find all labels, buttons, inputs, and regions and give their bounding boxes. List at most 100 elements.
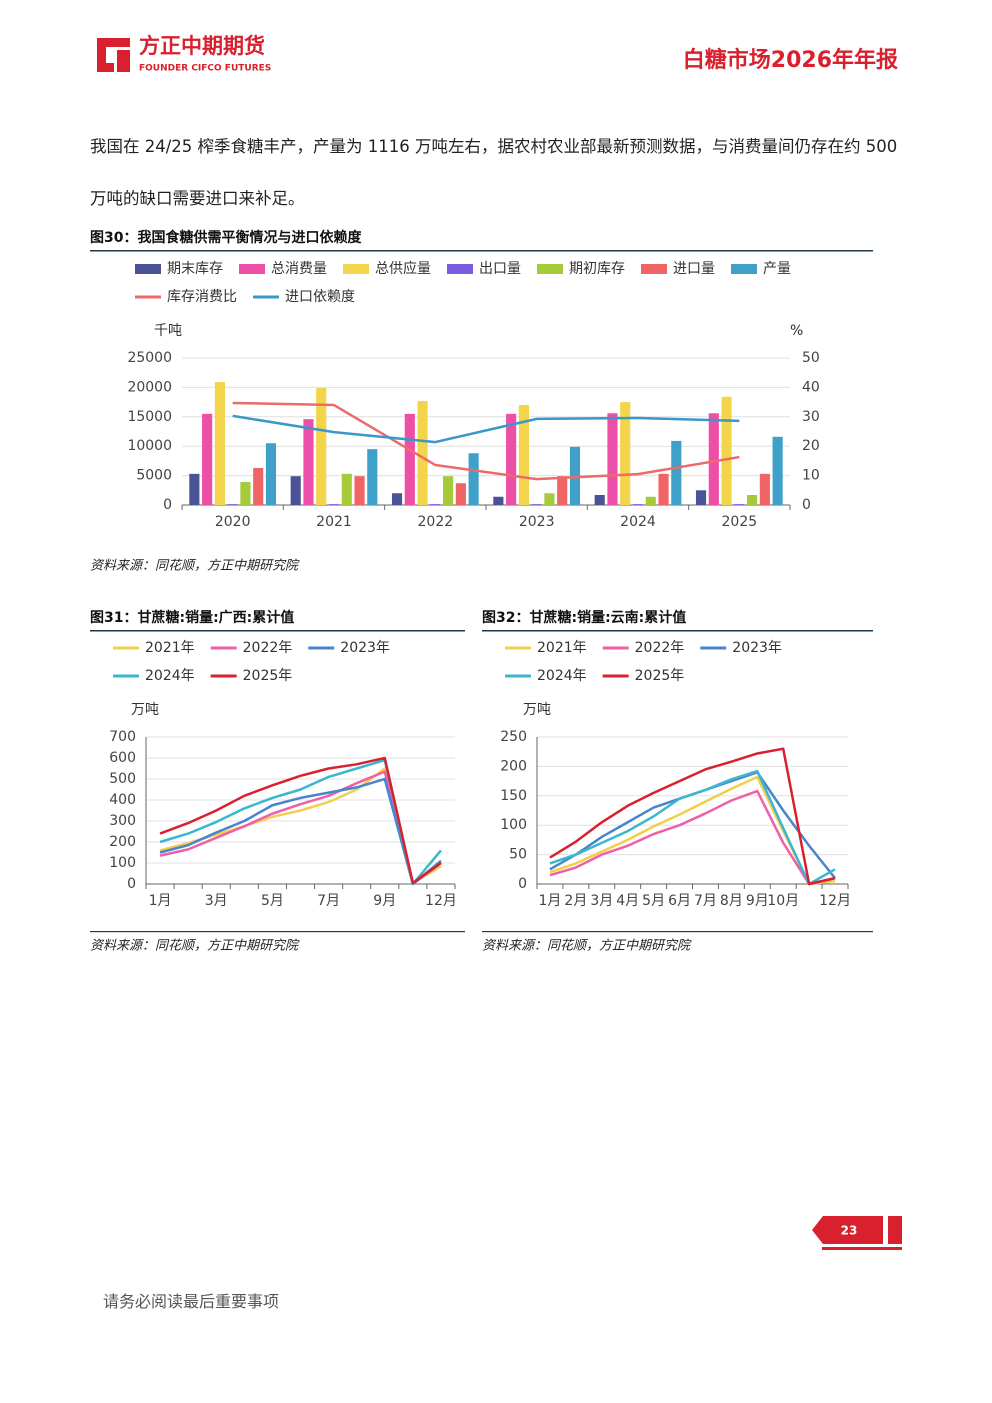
bar (265, 443, 277, 505)
paragraph: 我国在 24/25 榨季食糖丰产，产量为 1116 万吨左右，据农村农业部最新预… (90, 137, 898, 208)
y2-tick-label: 50 (802, 350, 820, 366)
y-tick-label: 20000 (127, 379, 172, 395)
legend-swatch (731, 264, 757, 274)
bar (253, 467, 264, 505)
legend-label: 期末库存 (167, 261, 223, 277)
bar (721, 396, 732, 505)
bar (430, 504, 441, 505)
x-tick-label: 1月 (149, 893, 172, 909)
bar (189, 473, 200, 505)
bar (227, 504, 238, 505)
y-tick-label: 10000 (127, 438, 172, 454)
y2-tick-label: 20 (802, 438, 820, 454)
bar (367, 449, 378, 505)
legend-label: 2023年 (340, 640, 390, 656)
legend-label: 总供应量 (375, 260, 431, 277)
y-tick-label: 300 (109, 813, 136, 829)
y-tick-label: 100 (109, 855, 136, 871)
y-tick-label: 150 (500, 788, 527, 804)
series-line (549, 789, 836, 886)
y-tick-label: 200 (500, 758, 527, 774)
x-tick-label: 9月 (373, 893, 396, 909)
legend-label: 2024年 (537, 668, 587, 684)
bar (455, 483, 466, 505)
y-tick-label: 600 (109, 750, 136, 766)
y-tick-label: 50 (509, 847, 527, 863)
series-line (159, 777, 442, 886)
bar (518, 405, 529, 505)
y-tick-label: 0 (163, 497, 172, 513)
y2-tick-label: 40 (802, 379, 820, 395)
x-tick-label: 12月 (819, 893, 851, 909)
bar (695, 490, 707, 505)
bar (531, 504, 542, 505)
x-tick-label: 2025 (722, 514, 758, 530)
bar (544, 493, 555, 505)
bar (671, 440, 682, 505)
y2-tick-label: 10 (802, 468, 820, 484)
legend-label: 产量 (763, 261, 791, 277)
bar (620, 402, 631, 505)
bar (391, 493, 403, 505)
legend-label: 2025年 (635, 668, 685, 684)
figure-rule (90, 250, 873, 252)
bar (404, 413, 415, 505)
bar (417, 400, 428, 505)
figure-source: 资料来源：同花顺，方正中期研究院 (90, 938, 300, 954)
bar (468, 453, 479, 505)
y2-tick-label: 30 (802, 409, 820, 425)
figure-source: 资料来源：同花顺，方正中期研究院 (90, 558, 300, 574)
x-tick-label: 7月 (694, 893, 717, 909)
figure-rule (90, 630, 465, 632)
legend-label: 出口量 (479, 261, 521, 277)
x-tick-label: 8月 (720, 893, 743, 909)
y-tick-label: 25000 (127, 350, 172, 366)
bar (569, 446, 581, 505)
y-tick-label: 100 (500, 817, 527, 833)
bar (645, 496, 656, 505)
figure-rule (482, 931, 873, 933)
legend-swatch (537, 264, 563, 274)
y2-axis-label: % (790, 323, 803, 339)
bar (341, 473, 352, 505)
bar (506, 413, 517, 505)
legend-label: 进口依赖度 (285, 289, 355, 305)
legend-label: 2022年 (243, 640, 293, 656)
figure-rule (90, 931, 465, 933)
x-tick-label: 2024 (620, 514, 656, 530)
y-axis-label: 万吨 (131, 702, 159, 718)
bar (316, 387, 327, 505)
figure-title: 图32：甘蔗糖:销量:云南:累计值 (482, 609, 686, 626)
bar (214, 382, 225, 505)
bar (632, 504, 644, 505)
figure-rule (482, 630, 873, 632)
bar (493, 496, 504, 505)
y-tick-label: 700 (109, 729, 136, 745)
x-tick-label: 3月 (590, 893, 613, 909)
bar (772, 436, 783, 505)
figure-title: 图30：我国食糖供需平衡情况与进口依赖度 (90, 229, 362, 246)
page-rule (822, 1247, 902, 1250)
legend-label: 期初库存 (569, 260, 625, 277)
x-tick-label: 7月 (317, 893, 340, 909)
legend-label: 2022年 (635, 640, 685, 656)
report-title: 白糖市场2026年年报 (683, 47, 898, 73)
x-tick-label: 3月 (205, 893, 228, 909)
x-tick-label: 2月 (564, 893, 587, 909)
x-tick-label: 2022 (418, 514, 454, 530)
series-line (159, 756, 442, 885)
series-line (232, 414, 740, 444)
x-tick-label: 5月 (642, 893, 665, 909)
bar (443, 476, 454, 505)
y-tick-label: 250 (500, 729, 527, 745)
bar (290, 476, 301, 505)
x-tick-label: 4月 (616, 893, 639, 909)
y-tick-label: 200 (109, 834, 136, 850)
legend-swatch (239, 264, 265, 274)
legend-label: 2025年 (243, 668, 293, 684)
bar (594, 495, 605, 505)
x-tick-label: 5月 (261, 893, 284, 909)
bar (607, 413, 618, 505)
